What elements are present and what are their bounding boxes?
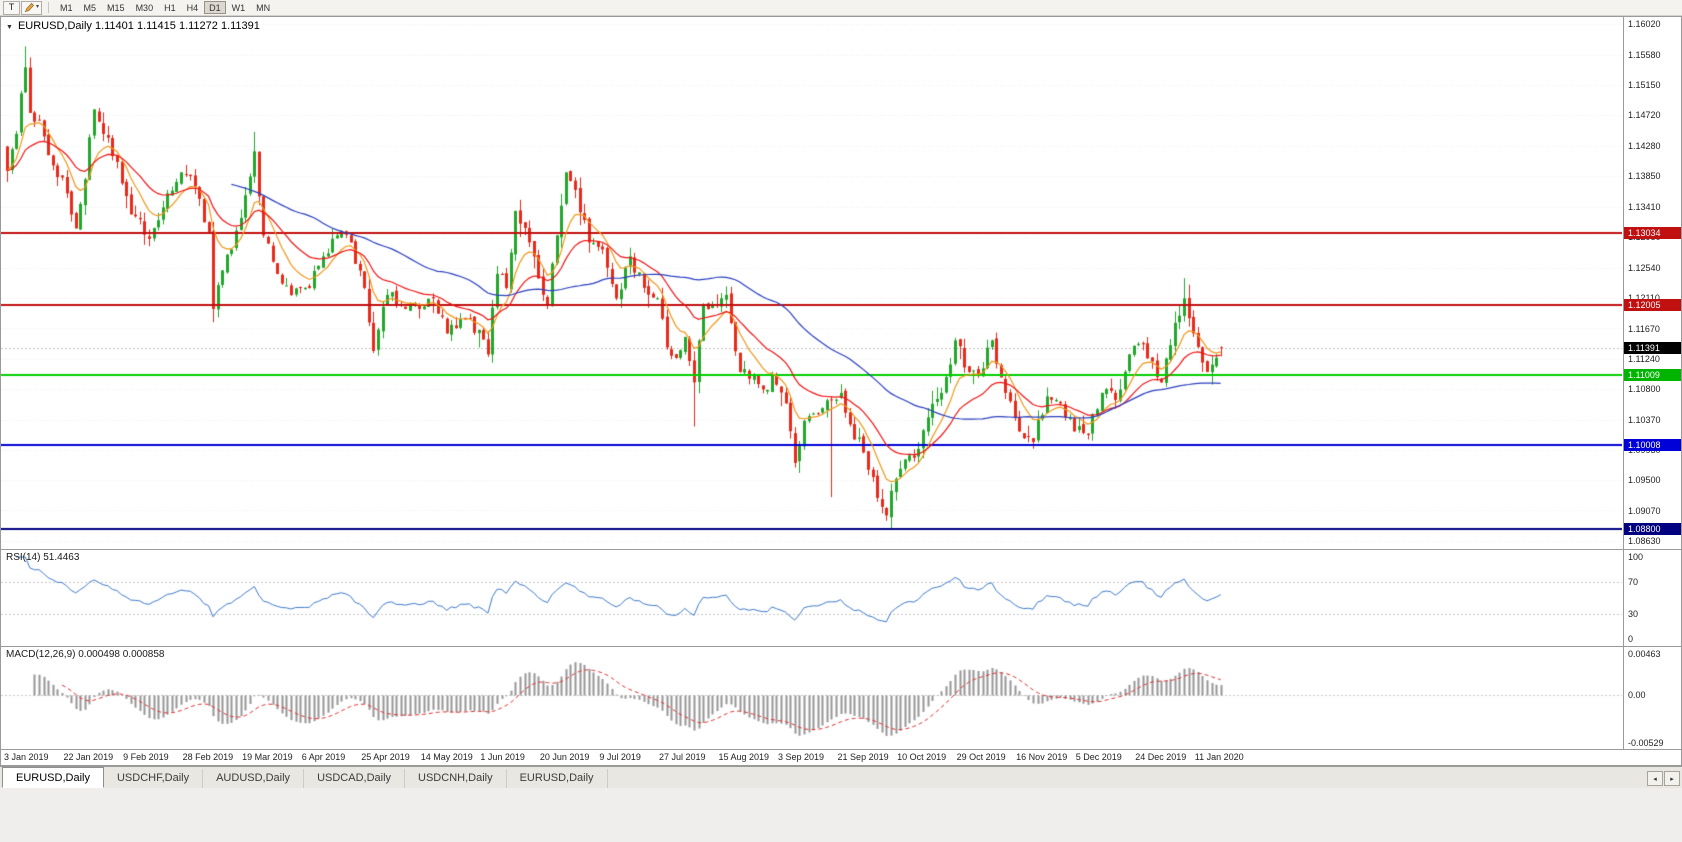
date-tick-label: 16 Nov 2019 <box>1016 752 1068 762</box>
macd-pane: MACD(12,26,9) 0.000498 0.000858 0.00463 0… <box>1 647 1681 749</box>
date-tick-label: 19 Mar 2019 <box>242 752 293 762</box>
price-tick-label: 1.12540 <box>1628 262 1661 273</box>
price-tick-label: 1.14280 <box>1628 140 1661 151</box>
toolbar-separator <box>48 2 50 13</box>
macd-scale[interactable]: 0.00463 0.00 -0.00529 <box>1623 647 1681 749</box>
timeframe-button-h4[interactable]: H4 <box>182 1 204 14</box>
chart-tab-eurusd-daily[interactable]: EURUSD,Daily <box>507 769 608 788</box>
price-tick-label: 1.15580 <box>1628 49 1661 60</box>
date-tick-label: 21 Sep 2019 <box>837 752 889 762</box>
collapse-triangle-icon[interactable]: ▼ <box>6 24 13 31</box>
date-tick-label: 28 Feb 2019 <box>182 752 234 762</box>
date-tick-label: 27 Jul 2019 <box>658 752 706 762</box>
macd-tick-label: -0.00529 <box>1628 737 1664 748</box>
price-tick-label: 1.11240 <box>1628 353 1660 364</box>
chart-tab-eurusd-daily[interactable]: EURUSD,Daily <box>2 767 104 788</box>
rsi-chart-canvas[interactable] <box>1 550 1622 646</box>
price-level-tag: 1.08800 <box>1624 523 1681 535</box>
date-tick-label: 24 Dec 2019 <box>1135 752 1187 762</box>
date-tick-label: 6 Apr 2019 <box>301 752 346 762</box>
timeframe-button-w1[interactable]: W1 <box>227 1 251 14</box>
price-scale[interactable]: 1.16020 1.15580 1.15150 1.14720 1.14280 1.138… <box>1623 17 1681 549</box>
timeframe-button-m5[interactable]: M5 <box>79 1 102 14</box>
pencil-icon <box>24 2 35 13</box>
price-tick-label: 1.08630 <box>1628 536 1661 547</box>
date-tick-label: 9 Jul 2019 <box>599 752 641 762</box>
date-tick-label: 5 Dec 2019 <box>1075 752 1122 762</box>
time-scale[interactable]: 3 Jan 2019 22 Jan 2019 9 Feb 2019 28 Feb 20… <box>1 750 1681 765</box>
price-tick-label: 1.09070 <box>1628 505 1661 516</box>
rsi-tick-label: 70 <box>1628 576 1639 587</box>
chart-tab-usdcnh-daily[interactable]: USDCNH,Daily <box>405 769 507 788</box>
price-tick-label: 1.10800 <box>1628 384 1661 395</box>
macd-indicator-label: MACD(12,26,9) 0.000498 0.000858 <box>6 649 165 660</box>
date-tick-label: 1 Jun 2019 <box>480 752 525 762</box>
macd-chart-canvas[interactable] <box>1 647 1622 749</box>
date-tick-label: 3 Sep 2019 <box>778 752 825 762</box>
rsi-indicator-label: RSI(14) 51.4463 <box>6 552 80 563</box>
chart-tab-bar: EURUSD,Daily USDCHF,Daily AUDUSD,Daily USDC… <box>0 766 1682 788</box>
price-level-tag: 1.13034 <box>1624 227 1681 239</box>
price-level-tag: 1.11009 <box>1624 369 1681 381</box>
macd-tick-label: 0.00 <box>1628 690 1646 701</box>
timeframe-button-m15[interactable]: M15 <box>102 1 130 14</box>
rsi-tick-label: 100 <box>1628 552 1644 562</box>
date-tick-label: 3 Jan 2019 <box>4 752 49 762</box>
timeframe-button-mn[interactable]: MN <box>251 1 275 14</box>
date-tick-label: 14 May 2019 <box>420 752 473 762</box>
price-tick-label: 1.16020 <box>1628 19 1661 29</box>
tab-scroll-left-button[interactable]: ◂ <box>1647 771 1663 786</box>
price-tick-label: 1.13850 <box>1628 170 1661 181</box>
pane-resize-divider[interactable] <box>1 549 1681 550</box>
chart-title-text: EURUSD,Daily 1.11401 1.11415 1.11272 1.1… <box>17 20 260 32</box>
drawing-tool-button[interactable]: ▾ <box>21 0 43 15</box>
price-tick-label: 1.15150 <box>1628 79 1661 90</box>
price-level-tag: 1.10008 <box>1624 439 1681 451</box>
timeframe-button-m1[interactable]: M1 <box>55 1 78 14</box>
chart-window: ▼ EURUSD,Daily 1.11401 1.11415 1.11272 1.… <box>0 16 1682 766</box>
timeframe-button-h1[interactable]: H1 <box>159 1 181 14</box>
date-tick-label: 25 Apr 2019 <box>361 752 410 762</box>
current-price-tag: 1.11391 <box>1624 342 1681 354</box>
price-tick-label: 1.13410 <box>1628 201 1661 212</box>
price-tick-label: 1.11670 <box>1628 323 1660 334</box>
date-tick-label: 22 Jan 2019 <box>63 752 114 762</box>
chart-tab-usdcad-daily[interactable]: USDCAD,Daily <box>304 769 406 788</box>
macd-tick-label: 0.00463 <box>1628 648 1661 659</box>
toolbar: T ▾ M1 M5 M15 M30 H1 H4 D1 W1 MN <box>0 0 1682 16</box>
price-tick-label: 1.14720 <box>1628 110 1661 120</box>
date-tick-label: 20 Jun 2019 <box>539 752 590 762</box>
rsi-tick-label: 30 <box>1628 609 1639 620</box>
timeframe-button-d1[interactable]: D1 <box>204 1 226 14</box>
chart-tab-strip: EURUSD,Daily USDCHF,Daily AUDUSD,Daily USDC… <box>0 767 1682 788</box>
chart-title: ▼ EURUSD,Daily 1.11401 1.11415 1.11272 1.… <box>6 20 260 32</box>
price-pane: ▼ EURUSD,Daily 1.11401 1.11415 1.11272 1.… <box>1 17 1681 549</box>
tab-scroll-right-button[interactable]: ▸ <box>1664 771 1680 786</box>
rsi-scale[interactable]: 100 70 30 0 <box>1623 550 1681 646</box>
date-tick-label: 15 Aug 2019 <box>718 752 770 762</box>
pane-resize-divider[interactable] <box>1 646 1681 647</box>
rsi-tick-label: 0 <box>1628 634 1634 644</box>
date-tick-label: 29 Oct 2019 <box>956 752 1006 762</box>
timeframe-button-group: M1 M5 M15 M30 H1 H4 D1 W1 MN <box>55 1 275 14</box>
pane-resize-divider[interactable] <box>1 749 1681 750</box>
timeframe-button-m30[interactable]: M30 <box>131 1 159 14</box>
price-level-tag: 1.12005 <box>1624 299 1681 311</box>
price-tick-label: 1.09500 <box>1628 475 1661 486</box>
tab-scroll-controls: ◂ ▸ <box>1647 771 1680 786</box>
chart-tab-usdchf-daily[interactable]: USDCHF,Daily <box>104 769 204 788</box>
date-tick-label: 10 Oct 2019 <box>897 752 947 762</box>
text-tool-button[interactable]: T <box>3 0 20 15</box>
date-tick-label: 9 Feb 2019 <box>123 752 169 762</box>
date-tick-label: 11 Jan 2020 <box>1194 752 1244 762</box>
price-tick-label: 1.10370 <box>1628 414 1661 425</box>
price-tick-label: 1.12110 <box>1628 292 1660 303</box>
price-chart-canvas[interactable] <box>1 17 1622 549</box>
rsi-pane: RSI(14) 51.4463 100 70 30 0 <box>1 550 1681 646</box>
dropdown-caret-icon: ▾ <box>36 4 40 10</box>
chart-tab-audusd-daily[interactable]: AUDUSD,Daily <box>203 769 305 788</box>
